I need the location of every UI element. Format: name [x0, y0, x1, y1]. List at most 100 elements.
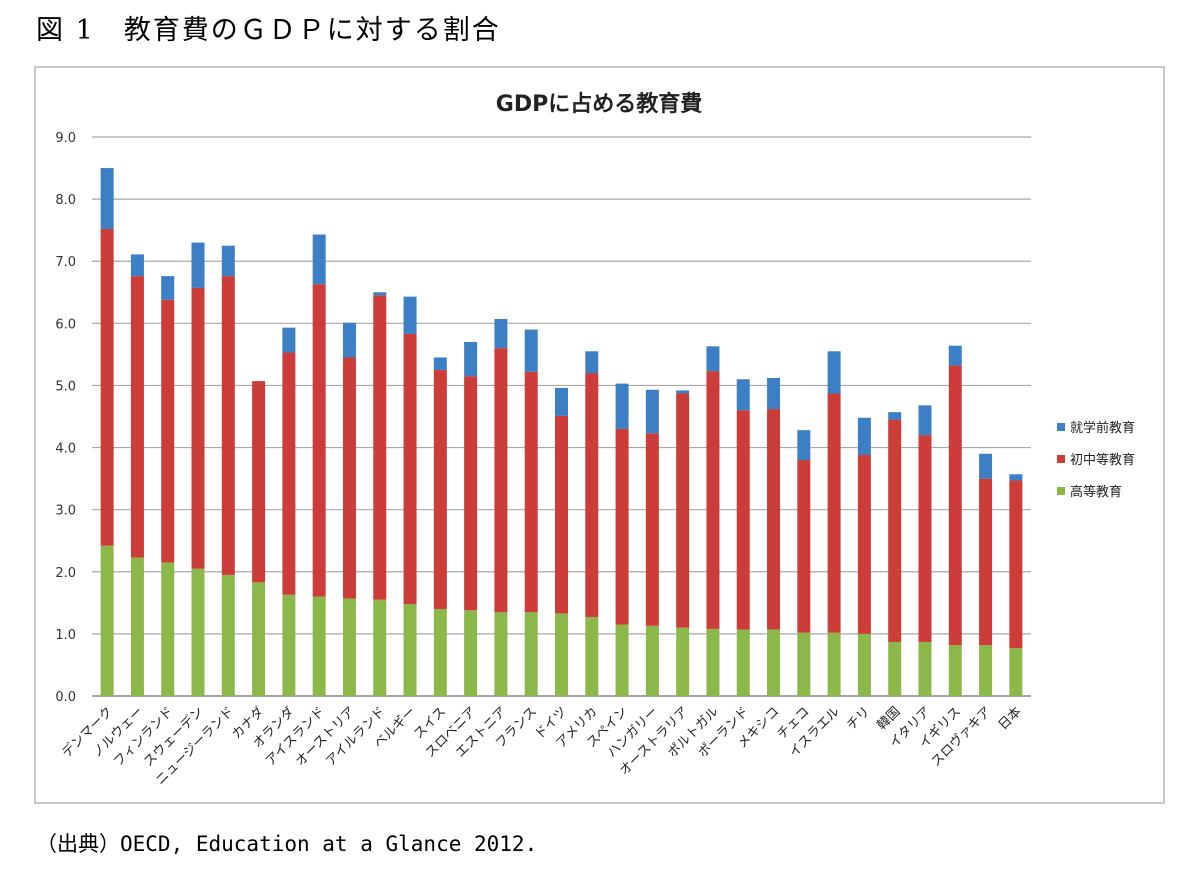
bar-segment: [706, 346, 720, 372]
bar-segment: [767, 629, 781, 696]
bar-segment: [373, 295, 387, 600]
bar-segment: [130, 276, 144, 558]
bar-segment: [857, 417, 871, 456]
bar-segment: [797, 430, 811, 460]
bar-segment: [857, 633, 871, 696]
bar-segment: [555, 415, 568, 614]
bar-segment: [373, 599, 387, 696]
bar-segment: [918, 641, 932, 696]
bar-segment: [221, 276, 235, 575]
bar-segment: [645, 625, 659, 696]
chart-title: GDPに占める教育費: [496, 91, 702, 117]
bar-segment: [857, 455, 871, 634]
bar-segment: [676, 393, 690, 628]
y-tick-label: 7.0: [55, 255, 76, 270]
bar-segment: [645, 433, 659, 626]
bar-segment: [948, 365, 962, 646]
bar-segment: [1009, 474, 1023, 481]
bar-segment: [464, 376, 478, 611]
bar-segment: [464, 610, 478, 696]
bar-segment: [555, 387, 568, 416]
bar-segment: [797, 459, 811, 633]
bar-segment: [161, 276, 175, 300]
bar-segment: [312, 284, 326, 597]
bar-segment: [342, 357, 356, 599]
bar-segment: [615, 428, 629, 625]
bar-segment: [524, 329, 538, 372]
legend-label: 初中等教育: [1070, 452, 1135, 468]
bar-segment: [312, 596, 326, 696]
figure-caption: 図 1 教育費のＧＤＰに対する割合: [36, 15, 501, 46]
bar-segment: [706, 371, 720, 629]
bar-segment: [736, 410, 750, 630]
bar-segment: [1009, 648, 1023, 696]
bar-segment: [797, 632, 811, 696]
bar-segment: [342, 598, 356, 696]
x-tick-label: 日本: [996, 704, 1025, 733]
bar-segment: [221, 574, 235, 696]
bar-segment: [312, 234, 326, 285]
bar-segment: [585, 351, 599, 374]
bar-segment: [252, 381, 266, 583]
bar-segment: [736, 629, 750, 696]
bar-segment: [100, 545, 114, 696]
bar-segment: [403, 296, 417, 334]
bar-segment: [524, 371, 538, 613]
bar-segment: [161, 562, 175, 696]
bar-segment: [342, 322, 356, 358]
bar-segment: [615, 383, 629, 429]
y-tick-label: 9.0: [55, 131, 76, 146]
y-tick-label: 4.0: [55, 442, 76, 457]
bar-segment: [676, 390, 690, 394]
bar-segment: [494, 348, 508, 613]
bar-segment: [888, 641, 902, 696]
bar-segment: [100, 228, 114, 546]
bar-segment: [585, 617, 599, 696]
bar-segment: [464, 341, 478, 377]
bar-segment: [979, 453, 993, 479]
legend-swatch: [1057, 423, 1065, 431]
bar-segment: [888, 412, 902, 420]
bar-segment: [736, 379, 750, 411]
bar-segment: [1009, 480, 1023, 649]
bar-segment: [676, 627, 690, 696]
legend-swatch: [1057, 455, 1065, 463]
bars-layer: [100, 168, 1023, 696]
bar-segment: [615, 624, 629, 696]
bar-segment: [282, 327, 296, 353]
bar-segment: [373, 292, 387, 296]
bar-segment: [282, 594, 296, 696]
y-tick-label: 0.0: [55, 690, 76, 705]
bar-segment: [252, 582, 266, 696]
bar-segment: [888, 419, 902, 642]
x-tick-label: チリ: [844, 704, 873, 733]
bar-segment: [948, 645, 962, 696]
bar-segment: [494, 612, 508, 696]
bar-segment: [433, 357, 447, 370]
bar-segment: [282, 352, 296, 595]
x-axis-labels: デンマークノルウェーフィンランドスウェーデンニュージーランドカナダオランダアイス…: [59, 704, 1025, 789]
bar-segment: [767, 409, 781, 630]
chart-frame: GDPに占める教育費 0.0 1.0 2.0 3.0 4.0 5.0 6.0 7.0 8.0 9.…: [34, 66, 1165, 804]
bar-segment: [191, 242, 205, 288]
bar-segment: [827, 351, 841, 394]
y-tick-label: 2.0: [55, 566, 76, 581]
bar-segment: [403, 333, 417, 605]
bar-segment: [767, 377, 781, 410]
bar-segment: [918, 405, 932, 436]
bar-segment: [979, 478, 993, 646]
bar-segment: [130, 557, 144, 696]
bar-segment: [645, 389, 659, 434]
legend-label: 高等教育: [1070, 484, 1122, 500]
bar-segment: [918, 435, 932, 642]
legend-swatch: [1057, 487, 1065, 495]
bar-segment: [948, 345, 962, 366]
bar-segment: [706, 628, 720, 696]
bar-segment: [524, 612, 538, 696]
y-tick-label: 5.0: [55, 379, 76, 394]
bar-segment: [585, 373, 599, 618]
bar-segment: [161, 299, 175, 563]
y-tick-label: 1.0: [55, 628, 76, 643]
bar-segment: [221, 245, 235, 277]
